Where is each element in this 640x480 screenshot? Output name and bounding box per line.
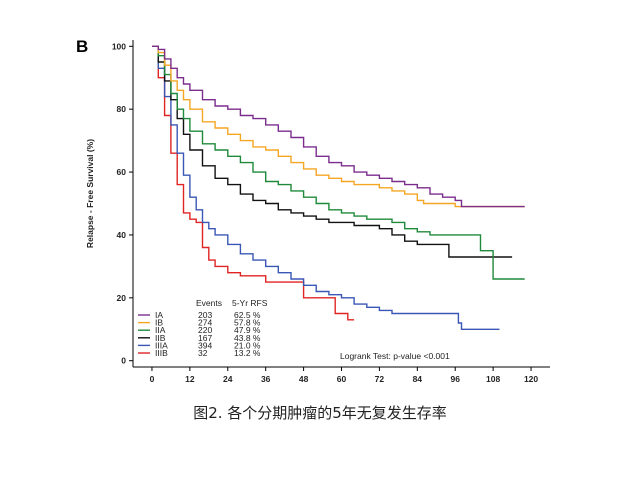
figure-caption: 图2. 各个分期肿瘤的5年无复发生存率 [193,404,447,422]
series-line-iiia [152,45,500,330]
legend-events: 32 [198,348,208,358]
legend-events: 220 [198,325,212,335]
series-line-ia [152,45,525,208]
x-tick-label: 84 [413,374,423,384]
legend-label: IA [155,310,163,320]
legend-events: 203 [198,310,212,320]
series-line-iiib [152,45,355,321]
y-tick-label: 80 [117,104,127,114]
y-tick-label: 40 [117,230,127,240]
y-tick-label: 60 [117,167,127,177]
legend-rfs: 13.2 % [234,348,261,358]
legend-events: 167 [198,333,212,343]
legend-label: IB [155,318,163,328]
legend-events-header: Events [196,298,222,308]
x-tick-label: 72 [375,374,385,384]
axes: 0 12 24 36 48 60 72 84 96 108 120 0 20 40 60 80 100 [112,40,550,384]
y-axis-label: Relapse - Free Survival (%) [85,139,95,248]
legend-rfs: 62.5 % [234,310,261,320]
logrank-annotation: Logrank Test: p-value <0.001 [340,351,450,361]
y-tick-label: 0 [121,356,126,366]
x-tick-label: 48 [299,374,309,384]
legend-label: IIB [155,333,166,343]
x-tick-label: 96 [450,374,460,384]
legend-events: 394 [198,340,212,350]
y-tick-label: 100 [112,41,126,51]
x-tick-label: 0 [150,374,155,384]
series-line-iib [152,45,513,258]
legend-rfs: 21.0 % [234,340,261,350]
x-tick-label: 12 [185,374,195,384]
x-tick-label: 36 [261,374,271,384]
series-lines [152,45,525,330]
series-line-iia [152,45,525,280]
legend-rfs: 43.8 % [234,333,261,343]
x-tick-label: 24 [223,374,233,384]
x-tick-label: 60 [337,374,347,384]
legend-rfs: 47.9 % [234,325,261,335]
series-line-ib [152,45,525,208]
legend-rfs: 57.8 % [234,318,261,328]
y-tick-label: 20 [117,293,127,303]
x-tick-label: 120 [524,374,538,384]
legend-label: IIA [155,325,166,335]
legend-label: IIIA [155,340,168,350]
legend-label: IIIB [155,348,168,358]
panel-letter: B [76,37,88,56]
kaplan-meier-chart: B 0 12 24 36 48 60 72 84 96 108 120 0 20 40 60 80 100 Ev… [76,37,550,384]
legend-events: 274 [198,318,212,328]
x-tick-label: 108 [486,374,500,384]
legend-rfs-header: 5-Yr RFS [232,298,268,308]
legend: Events 5-Yr RFS IA 203 62.5 % IB 274 57.8 % IIA 2… [138,298,268,358]
